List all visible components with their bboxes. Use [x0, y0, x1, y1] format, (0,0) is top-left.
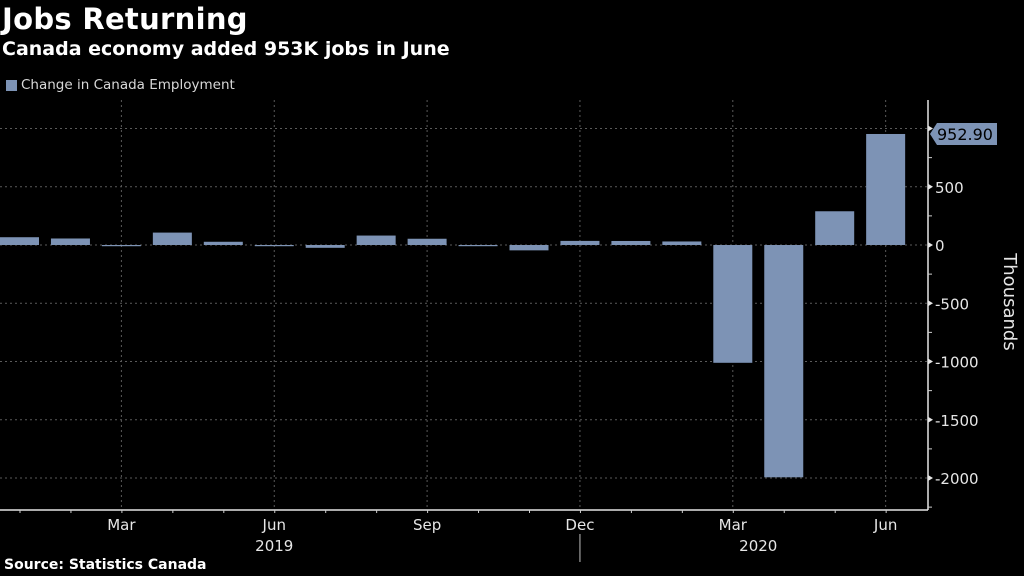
bar — [254, 245, 294, 247]
y-axis-label: Thousands — [999, 252, 1020, 350]
y-tick-mark — [928, 300, 933, 307]
y-tick-mark — [928, 416, 933, 423]
y-tick-label: -1000 — [935, 354, 979, 372]
bar — [458, 245, 498, 247]
legend: Change in Canada Employment — [6, 77, 235, 93]
bar — [662, 241, 702, 245]
x-tick-label: Jun — [873, 516, 897, 534]
y-tick-mark — [928, 358, 933, 365]
chart-title: Jobs Returning — [2, 2, 248, 36]
bar — [815, 211, 855, 245]
y-tick-label: -2000 — [935, 470, 979, 488]
y-tick-label: -500 — [935, 295, 969, 313]
bar — [866, 133, 906, 245]
bar — [713, 245, 753, 363]
value-badge-label: 952.90 — [937, 125, 993, 144]
bar — [0, 237, 39, 245]
annotations: 952.90 — [930, 122, 997, 145]
x-tick-label: Dec — [565, 516, 594, 534]
bar — [560, 240, 600, 245]
x-tick-label: Sep — [413, 516, 441, 534]
x-tick-label: Mar — [107, 516, 136, 534]
bar — [407, 238, 447, 245]
legend-label: Change in Canada Employment — [21, 77, 235, 93]
y-tick-mark — [928, 125, 933, 132]
bar — [611, 240, 651, 245]
x-axis-ticks: Mar Jun Sep Dec Mar Jun 2019 2020 — [19, 510, 897, 562]
bar — [101, 245, 141, 247]
y-tick-label: -1500 — [935, 412, 979, 430]
y-tick-label: 0 — [935, 237, 945, 255]
value-badge — [930, 122, 997, 145]
y-tick-mark — [928, 475, 933, 481]
bar — [50, 238, 90, 245]
bars — [0, 133, 906, 478]
x-year-label: 2019 — [255, 537, 293, 555]
x-tick-label: Mar — [719, 516, 748, 534]
bar — [152, 232, 192, 245]
y-tick-label: 500 — [935, 179, 964, 197]
source-note: Source: Statistics Canada — [4, 557, 207, 573]
y-tick-mark — [928, 183, 933, 190]
bar — [356, 235, 396, 245]
chart-subtitle: Canada economy added 953K jobs in June — [2, 38, 450, 60]
bar — [203, 241, 243, 245]
y-axis-ticks: 10005000-500-1000-1500-2000 — [928, 121, 979, 508]
bar — [509, 245, 549, 251]
y-tick-mark — [928, 242, 933, 248]
x-year-label: 2020 — [739, 537, 777, 555]
legend-swatch — [6, 79, 17, 91]
x-tick-label: Jun — [262, 516, 286, 534]
bar — [305, 245, 345, 248]
bar — [764, 245, 804, 478]
